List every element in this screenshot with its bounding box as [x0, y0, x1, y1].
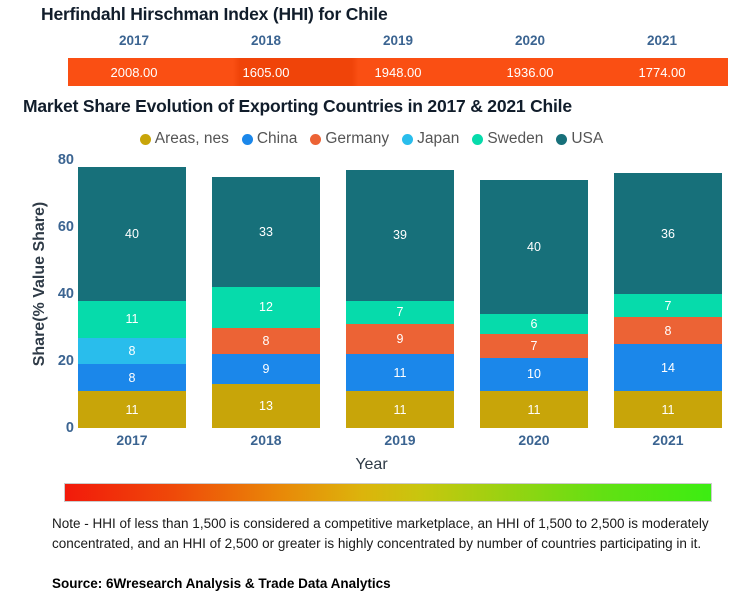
legend-swatch-icon — [139, 133, 151, 145]
bar-segment[interactable]: 7 — [480, 334, 588, 358]
y-axis-tick-label: 60 — [57, 219, 74, 235]
hhi-value-cell: 1605.00 — [242, 64, 290, 80]
bar-segment[interactable]: 9 — [212, 354, 320, 385]
hhi-year-label: 2018 — [250, 33, 282, 48]
stacked-bar-column[interactable]: 40 11 8 8 11 — [78, 166, 186, 428]
x-axis-tick-label: 2021 — [652, 432, 684, 448]
x-axis-tick-label: 2020 — [518, 432, 550, 448]
legend-swatch-icon — [472, 133, 484, 145]
bar-segment[interactable]: 10 — [480, 357, 588, 392]
hhi-year-label: 2017 — [118, 33, 150, 48]
bar-segment[interactable]: 9 — [346, 324, 454, 355]
legend-label: USA — [571, 130, 604, 147]
legend-swatch-icon — [556, 133, 568, 145]
stacked-bar-column[interactable]: 39 7 9 11 11 — [346, 170, 454, 428]
hhi-value-cell: 1936.00 — [506, 64, 554, 80]
bar-segment[interactable]: 11 — [346, 354, 454, 392]
legend-swatch-icon — [402, 133, 414, 145]
stacked-bar-column[interactable]: 40 6 7 10 11 — [480, 180, 588, 428]
legend-item[interactable]: Japan — [402, 130, 459, 148]
legend-swatch-icon — [310, 133, 322, 145]
x-axis-tick-labels: 2017 2018 2019 2020 2021 — [78, 432, 721, 452]
bar-segment[interactable]: 8 — [78, 337, 186, 365]
bar-segment[interactable]: 6 — [480, 314, 588, 335]
bar-segment[interactable]: 11 — [78, 300, 186, 338]
hhi-year-header-row: 2017 2018 2019 2020 2021 — [68, 33, 728, 48]
hhi-year-label: 2019 — [382, 33, 414, 48]
bar-segment[interactable]: 33 — [212, 176, 320, 288]
hhi-value-cell: 1774.00 — [638, 64, 686, 80]
legend-label: Japan — [417, 130, 460, 147]
bar-segment[interactable]: 8 — [614, 317, 722, 345]
hhi-year-label: 2020 — [514, 33, 546, 48]
hhi-scale-gradient-strip — [64, 483, 712, 502]
x-axis-tick-label: 2018 — [250, 432, 282, 448]
y-axis-tick-label: 80 — [57, 152, 74, 168]
bar-segment[interactable]: 40 — [78, 166, 186, 301]
hhi-value-bar: 2008.00 1605.00 1948.00 1936.00 1774.00 — [68, 58, 728, 86]
chart-plot-area: Share(% Value Share) 0 20 40 60 80 40 11 8 8 11 3… — [0, 152, 743, 473]
bar-segment[interactable]: 7 — [614, 294, 722, 318]
y-axis-ticks: 0 20 40 60 80 — [40, 152, 74, 436]
y-axis-tick-label: 0 — [65, 420, 74, 436]
hhi-value-cell: 1948.00 — [374, 64, 422, 80]
hhi-year-label: 2021 — [646, 33, 678, 48]
legend-item[interactable]: USA — [556, 130, 603, 148]
bar-segment[interactable]: 36 — [614, 173, 722, 295]
hhi-title: Herfindahl Hirschman Index (HHI) for Chi… — [41, 4, 388, 24]
bar-segment[interactable]: 11 — [346, 391, 454, 428]
bar-segment[interactable]: 11 — [78, 391, 186, 428]
bar-segment[interactable]: 8 — [78, 364, 186, 392]
y-axis-tick-label: 40 — [57, 286, 74, 302]
bar-segment[interactable]: 8 — [212, 327, 320, 355]
bar-segment[interactable]: 11 — [614, 391, 722, 428]
bar-segment[interactable]: 39 — [346, 170, 454, 301]
bar-segment[interactable]: 11 — [480, 391, 588, 428]
stacked-bar-column[interactable]: 33 12 8 9 13 — [212, 176, 320, 428]
bar-segment[interactable]: 13 — [212, 384, 320, 428]
legend-item[interactable]: Areas, nes — [139, 130, 229, 148]
legend-label: Sweden — [487, 130, 544, 147]
chart-title: Market Share Evolution of Exporting Coun… — [23, 96, 572, 116]
legend-label: Areas, nes — [154, 130, 229, 147]
legend-label: Germany — [325, 130, 390, 147]
x-axis-title: Year — [355, 456, 388, 473]
bar-segment[interactable]: 40 — [480, 180, 588, 315]
stacked-bars-group: 40 11 8 8 11 33 12 8 9 13 39 7 9 11 11 40 6 7 10 11 36 7 8 14 11 — [78, 160, 722, 428]
bar-segment[interactable]: 14 — [614, 344, 722, 392]
x-axis-tick-label: 2017 — [116, 432, 148, 448]
source-text: Source: 6Wresearch Analysis & Trade Data… — [52, 576, 391, 591]
legend-swatch-icon — [241, 133, 253, 145]
note-text: Note - HHI of less than 1,500 is conside… — [52, 516, 709, 551]
legend-label: China — [256, 130, 298, 147]
legend-item[interactable]: Germany — [310, 130, 389, 148]
bar-segment[interactable]: 7 — [346, 300, 454, 325]
y-axis-tick-label: 20 — [57, 353, 74, 369]
chart-legend: Areas, nes China Germany Japan Sweden USA — [0, 130, 743, 148]
x-axis-tick-label: 2019 — [384, 432, 416, 448]
legend-item[interactable]: Sweden — [472, 130, 543, 148]
hhi-value-cell: 2008.00 — [110, 64, 158, 80]
legend-item[interactable]: China — [241, 130, 298, 148]
bar-segment[interactable]: 12 — [212, 287, 320, 328]
stacked-bar-column[interactable]: 36 7 8 14 11 — [614, 173, 722, 428]
